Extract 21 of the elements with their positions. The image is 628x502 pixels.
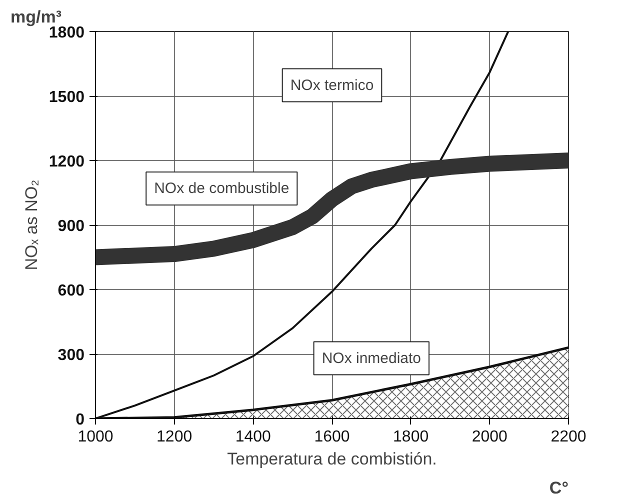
x-tick-label: 1000 [78, 428, 114, 446]
x-tick-label: 1400 [235, 428, 272, 446]
x-tick-label: 1600 [314, 428, 350, 446]
annotation: NOx de combustible [154, 180, 290, 197]
x-tick-label: 2000 [472, 428, 508, 446]
y-tick-label: 1500 [48, 89, 85, 106]
annotation: NOx termico [290, 76, 374, 94]
y-tick-label: 1800 [48, 24, 85, 42]
y-axis-title: NOₓ as NO₂ [22, 180, 41, 270]
x-tick-label: 2200 [550, 428, 586, 446]
y-tick-label: 1200 [48, 154, 85, 170]
y-tick-label: 300 [58, 347, 85, 364]
x-axis-title: Temperatura de combistión. [227, 450, 437, 468]
y-tick-label: 0 [76, 412, 85, 428]
annotation: NOx inmediato [322, 350, 422, 367]
x-tick-label: 1200 [156, 428, 192, 446]
text: C° [549, 478, 569, 498]
x-tick-label: 1800 [393, 428, 429, 446]
y-tick-label: 900 [58, 218, 85, 235]
text: mg/m³ [10, 8, 62, 26]
y-tick-label: 600 [58, 282, 85, 300]
